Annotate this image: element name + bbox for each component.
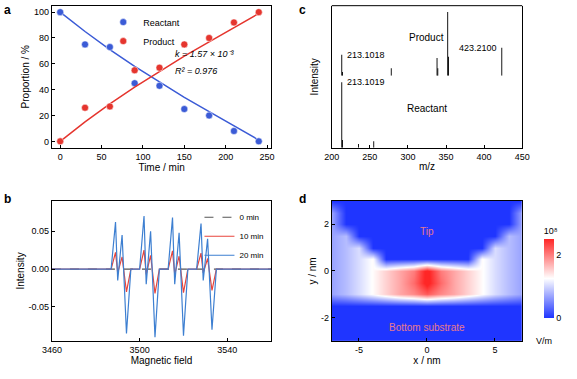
svg-text:200: 200 <box>324 152 339 162</box>
svg-text:Tip: Tip <box>420 226 434 237</box>
svg-text:10⁸: 10⁸ <box>544 226 558 236</box>
svg-text:Time / min: Time / min <box>138 162 184 173</box>
svg-text:a: a <box>4 3 11 17</box>
svg-text:40: 40 <box>39 85 49 95</box>
svg-text:50: 50 <box>97 152 107 162</box>
svg-text:5: 5 <box>492 345 497 355</box>
svg-text:80: 80 <box>39 33 49 43</box>
svg-text:60: 60 <box>39 59 49 69</box>
svg-text:213.1018: 213.1018 <box>347 50 385 60</box>
svg-text:3540: 3540 <box>217 345 237 355</box>
svg-text:Reactant: Reactant <box>143 18 180 28</box>
svg-text:300: 300 <box>400 152 415 162</box>
svg-text:Intensity: Intensity <box>309 58 320 95</box>
svg-text:2: 2 <box>556 250 561 260</box>
svg-text:0: 0 <box>324 266 329 276</box>
svg-text:Bottom substrate: Bottom substrate <box>389 322 465 333</box>
svg-text:0: 0 <box>556 313 561 323</box>
svg-text:10 min: 10 min <box>239 232 263 241</box>
svg-text:150: 150 <box>177 152 192 162</box>
svg-text:Magnetic field: Magnetic field <box>131 355 193 366</box>
svg-text:Product: Product <box>409 32 444 43</box>
svg-text:0.05: 0.05 <box>32 226 50 236</box>
svg-text:-5: -5 <box>355 345 363 355</box>
svg-text:423.2100: 423.2100 <box>459 43 497 53</box>
svg-text:-2: -2 <box>321 313 329 323</box>
svg-text:y / nm: y / nm <box>307 257 318 284</box>
svg-text:b: b <box>4 192 11 206</box>
svg-text:213.1019: 213.1019 <box>347 77 385 87</box>
svg-text:x / nm: x / nm <box>413 355 440 366</box>
svg-text:V/m: V/m <box>536 336 552 346</box>
svg-text:0 min: 0 min <box>239 213 259 222</box>
svg-text:100: 100 <box>135 152 150 162</box>
svg-text:k = 1.57 × 10⁻³: k = 1.57 × 10⁻³ <box>175 49 235 59</box>
svg-text:Product: Product <box>143 37 175 47</box>
svg-text:c: c <box>299 3 306 17</box>
svg-text:0: 0 <box>424 345 429 355</box>
svg-text:Proportion / %: Proportion / % <box>20 45 31 108</box>
svg-text:20: 20 <box>39 111 49 121</box>
svg-text:m/z: m/z <box>419 161 435 172</box>
svg-text:Intensity: Intensity <box>15 252 26 289</box>
svg-text:Reactant: Reactant <box>407 103 447 114</box>
svg-text:350: 350 <box>439 152 454 162</box>
svg-text:-0.05: -0.05 <box>29 302 50 312</box>
svg-text:20 min: 20 min <box>239 251 263 260</box>
svg-text:R² = 0.976: R² = 0.976 <box>175 66 217 76</box>
svg-text:0: 0 <box>44 136 49 146</box>
svg-text:250: 250 <box>362 152 377 162</box>
svg-text:0.00: 0.00 <box>32 264 50 274</box>
svg-text:d: d <box>299 192 306 206</box>
svg-text:2: 2 <box>324 219 329 229</box>
svg-text:0: 0 <box>58 152 63 162</box>
svg-text:400: 400 <box>477 152 492 162</box>
svg-text:3500: 3500 <box>130 345 150 355</box>
svg-text:100: 100 <box>34 7 49 17</box>
svg-text:250: 250 <box>260 152 275 162</box>
svg-text:200: 200 <box>218 152 233 162</box>
svg-text:3460: 3460 <box>42 345 62 355</box>
svg-text:450: 450 <box>515 152 530 162</box>
